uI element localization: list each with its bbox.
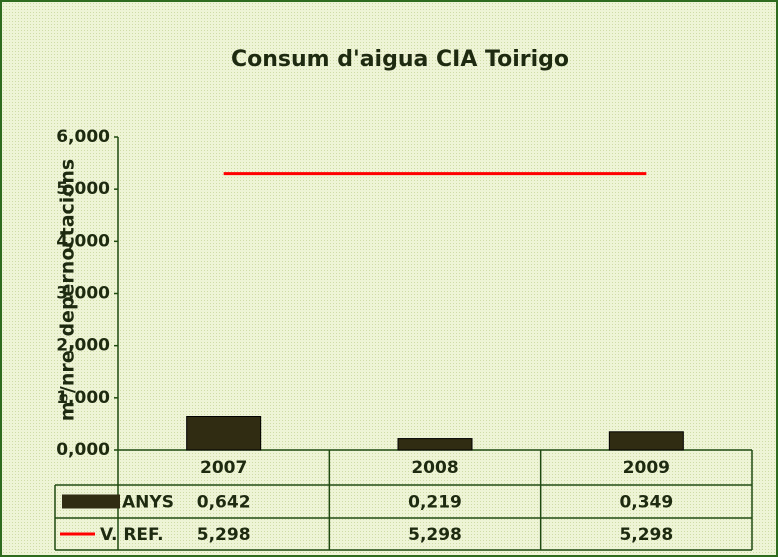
bar [397, 438, 473, 451]
table-value: 0,642 [197, 493, 251, 513]
legend-label: ANYS [122, 493, 174, 513]
y-tick-label: 5,000 [56, 179, 110, 199]
legend-swatch [62, 494, 120, 509]
x-tick-label: 2007 [200, 458, 247, 478]
y-tick-label: 2,000 [56, 336, 110, 356]
y-tick-label: 6,000 [56, 127, 110, 147]
x-tick-label: 2008 [411, 458, 458, 478]
legend-label: V. REF. [100, 525, 164, 545]
chart-title: Consum d'aigua CIA Toirigo [231, 47, 569, 72]
y-tick-label: 0,000 [56, 440, 110, 460]
table-value: 0,219 [408, 493, 462, 513]
y-tick-label: 4,000 [56, 231, 110, 251]
table-value: 5,298 [619, 525, 673, 545]
x-tick-label: 2009 [623, 458, 670, 478]
bar [608, 431, 684, 451]
y-tick-label: 1,000 [56, 388, 110, 408]
bar [186, 416, 262, 451]
table-value: 5,298 [408, 525, 462, 545]
table-value: 5,298 [197, 525, 251, 545]
y-tick-label: 3,000 [56, 284, 110, 304]
table-value: 0,349 [619, 493, 673, 513]
y-axis-label: m³/nre. depernoctacions [57, 159, 79, 421]
